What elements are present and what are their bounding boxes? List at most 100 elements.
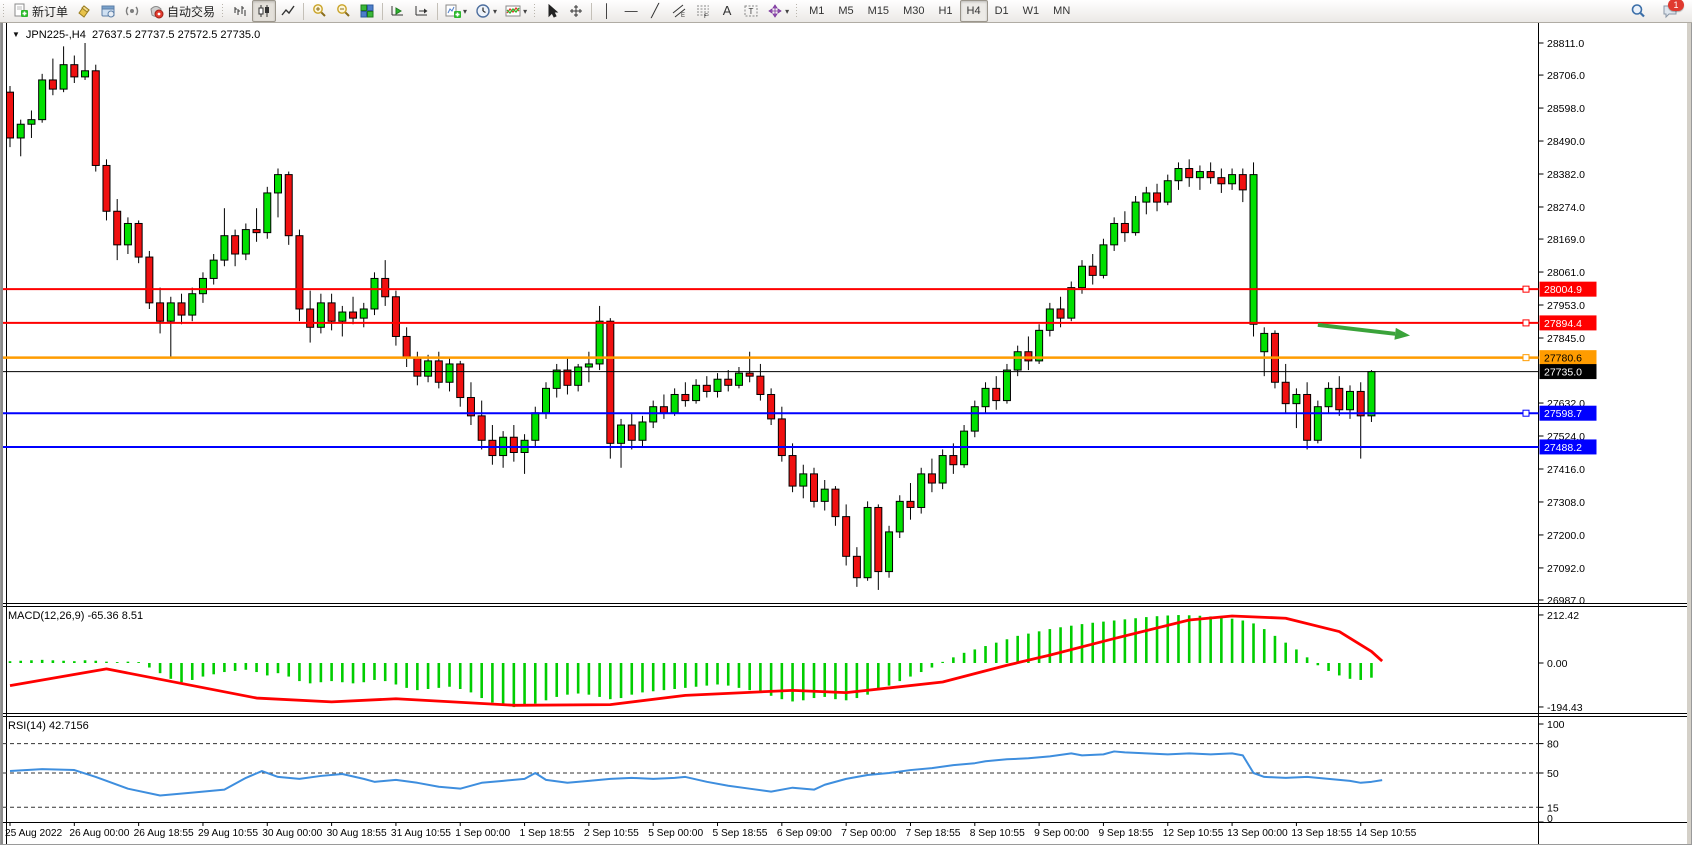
vertical-line-tool-button[interactable]: │ [595, 0, 619, 22]
candle [1110, 222, 1119, 246]
timeframe-m1-button[interactable]: M1 [809, 5, 825, 17]
candle [1206, 171, 1215, 179]
candle [359, 308, 368, 319]
tile-windows-icon [359, 3, 375, 19]
text-tool-button[interactable]: A [715, 0, 739, 22]
horizontal-line-tool-button[interactable]: — [619, 0, 643, 22]
channel-tool-button[interactable]: E [667, 0, 691, 22]
candle [424, 360, 433, 377]
price-badge [1539, 405, 1597, 421]
svg-text:27845.0: 27845.0 [1547, 333, 1585, 345]
svg-text:28490.0: 28490.0 [1547, 136, 1585, 148]
candle [295, 235, 304, 310]
candle [1281, 381, 1290, 405]
equidistant-channel-icon: E [671, 3, 687, 19]
candle [327, 302, 336, 322]
notifications-button[interactable]: 1 [1658, 0, 1684, 22]
zoom-out-button[interactable] [331, 0, 355, 22]
svg-text:5 Sep 00:00: 5 Sep 00:00 [648, 828, 703, 839]
toolbar-grip[interactable] [533, 3, 538, 19]
line-chart-mode-button[interactable] [276, 0, 300, 22]
svg-text:0: 0 [1547, 813, 1553, 825]
line-endpoint-handle[interactable] [1522, 319, 1530, 327]
timeframe-h1-button[interactable]: H1 [938, 5, 953, 17]
timeframe-m30-button[interactable]: M30 [903, 5, 925, 17]
step-forward-button[interactable] [386, 0, 410, 22]
eraser-button[interactable] [72, 0, 96, 22]
line-endpoint-handle[interactable] [1522, 354, 1530, 362]
fibonacci-tool-button[interactable]: F [691, 0, 715, 22]
candle [156, 302, 165, 322]
line-endpoint-handle[interactable] [1522, 409, 1530, 417]
arrow-annotation-head[interactable] [1394, 327, 1411, 340]
candle [1142, 192, 1151, 203]
toolbar-grip[interactable] [795, 3, 800, 19]
timeframe-m5-button[interactable]: M5 [838, 5, 854, 17]
svg-text:26 Aug 00:00: 26 Aug 00:00 [69, 828, 129, 839]
candle [91, 70, 100, 166]
candle-chart-mode-button[interactable] [252, 0, 277, 22]
horizontal-line-icon: — [624, 3, 638, 18]
arrow-annotation[interactable] [1317, 322, 1396, 336]
candle [316, 302, 325, 328]
candle [456, 363, 465, 399]
arrows-tool-button[interactable]: ▾ [763, 0, 793, 22]
signal-button[interactable] [120, 0, 144, 22]
auto-trading-button[interactable]: 自动交易 [144, 0, 219, 22]
line-endpoint-handle[interactable] [1522, 285, 1530, 293]
chart-canvas[interactable]: 28811.0 28706.0 28598.0 28490.0 28382.0 28274… [0, 22, 1692, 845]
vertical-line-icon: │ [603, 3, 612, 18]
market-watch-button[interactable] [96, 0, 120, 22]
candle [574, 366, 583, 386]
label-tool-button[interactable]: T [739, 0, 763, 22]
svg-text:80: 80 [1547, 739, 1559, 751]
candle [48, 79, 57, 90]
svg-text:27780.6: 27780.6 [1544, 353, 1582, 365]
zoom-in-button[interactable] [307, 0, 331, 22]
cursor-icon [544, 3, 560, 19]
candle [1335, 387, 1344, 411]
svg-text:0.00: 0.00 [1547, 658, 1568, 670]
candle [1153, 192, 1162, 203]
timeframe-w1-button[interactable]: W1 [1022, 5, 1040, 17]
candle [970, 406, 979, 432]
svg-text:30 Aug 00:00: 30 Aug 00:00 [262, 828, 322, 839]
toolbar: 新订单 自动交易 [0, 0, 1692, 23]
candle [627, 424, 636, 441]
timeframe-d1-button[interactable]: D1 [994, 5, 1009, 17]
candle [724, 378, 733, 386]
step-end-button[interactable] [410, 0, 434, 22]
candle [1217, 177, 1226, 185]
toolbar-grip[interactable] [2, 3, 6, 19]
cursor-tool-button[interactable] [540, 0, 564, 22]
candle [445, 363, 454, 383]
candle [1249, 174, 1258, 325]
bar-chart-mode-button[interactable] [228, 0, 252, 22]
new-order-button[interactable]: 新订单 [9, 0, 72, 22]
candle [1088, 265, 1097, 276]
candle [1078, 265, 1086, 289]
periods-button[interactable]: ▾ [471, 0, 501, 22]
candle [1045, 308, 1054, 331]
add-indicator-button[interactable]: ▾ [441, 0, 471, 22]
timeframe-h4-button[interactable]: H4 [959, 0, 988, 22]
trendline-tool-button[interactable]: ╱ [643, 0, 667, 22]
candle [831, 488, 840, 518]
timeframe-m15-button[interactable]: M15 [867, 5, 890, 17]
svg-text:2 Sep 10:55: 2 Sep 10:55 [584, 828, 639, 839]
svg-text:8 Sep 10:55: 8 Sep 10:55 [970, 828, 1025, 839]
candle [102, 164, 111, 212]
tile-windows-button[interactable] [355, 0, 379, 22]
candle [552, 369, 561, 389]
candle [659, 406, 668, 414]
price-badge [1539, 364, 1597, 380]
templates-button[interactable]: ▾ [501, 0, 531, 22]
timeframe-mn-button[interactable]: MN [1053, 5, 1071, 17]
toolbar-grip[interactable] [221, 3, 226, 19]
candle [863, 506, 872, 579]
crosshair-tool-button[interactable] [564, 0, 588, 22]
candle [713, 378, 722, 392]
search-button[interactable] [1626, 0, 1650, 22]
svg-text:6 Sep 09:00: 6 Sep 09:00 [777, 828, 832, 839]
chevron-down-icon[interactable]: ▼ [12, 30, 20, 39]
